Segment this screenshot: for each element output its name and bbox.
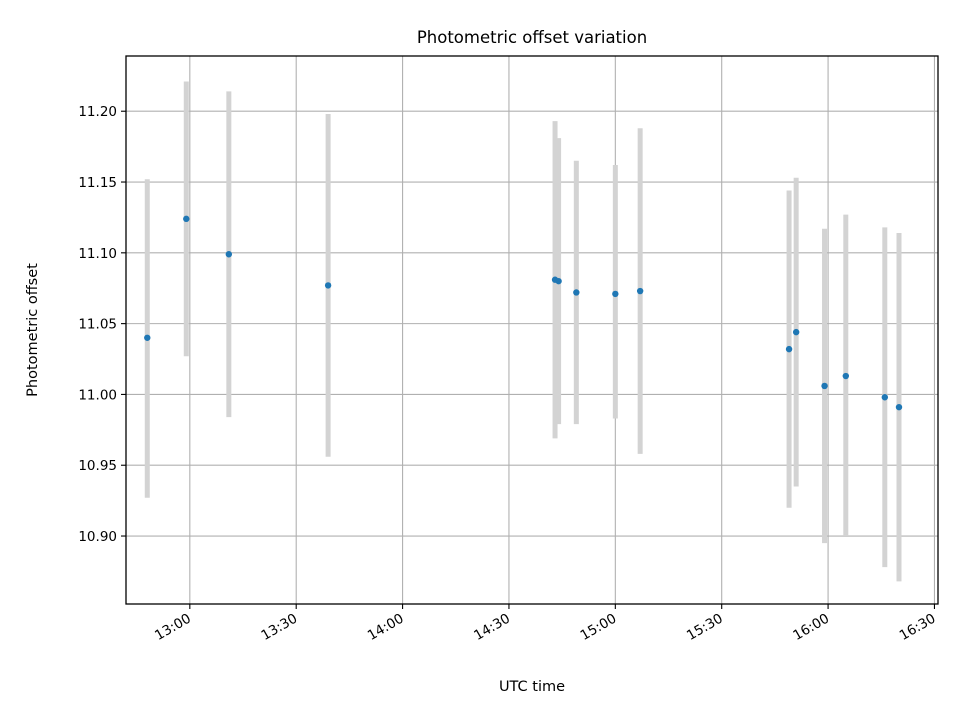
x-axis-label: UTC time bbox=[499, 679, 565, 695]
data-point bbox=[792, 328, 800, 336]
data-point bbox=[636, 287, 644, 295]
data-point bbox=[225, 251, 233, 258]
data-point bbox=[785, 345, 793, 353]
data-point bbox=[821, 382, 828, 390]
data-point bbox=[183, 215, 190, 223]
data-points bbox=[144, 215, 903, 411]
y-tick-label: 11.00 bbox=[78, 387, 117, 403]
data-point bbox=[612, 290, 619, 298]
data-point bbox=[881, 394, 889, 401]
data-point bbox=[324, 282, 332, 289]
data-point bbox=[573, 289, 580, 296]
y-tick-label: 11.20 bbox=[78, 104, 117, 120]
y-tick-label: 11.15 bbox=[78, 175, 117, 191]
data-point bbox=[555, 277, 562, 285]
y-axis-label: Photometric offset bbox=[25, 263, 41, 397]
chart-title: Photometric offset variation bbox=[417, 28, 647, 47]
y-tick-label: 11.10 bbox=[78, 246, 117, 262]
y-tick-label: 10.95 bbox=[78, 458, 117, 474]
data-point bbox=[895, 403, 903, 411]
y-tick-label: 11.05 bbox=[78, 317, 117, 333]
plot-area-frame bbox=[125, 55, 939, 605]
y-tick-label: 10.90 bbox=[78, 529, 117, 545]
data-point bbox=[144, 334, 151, 341]
data-point bbox=[842, 372, 850, 380]
